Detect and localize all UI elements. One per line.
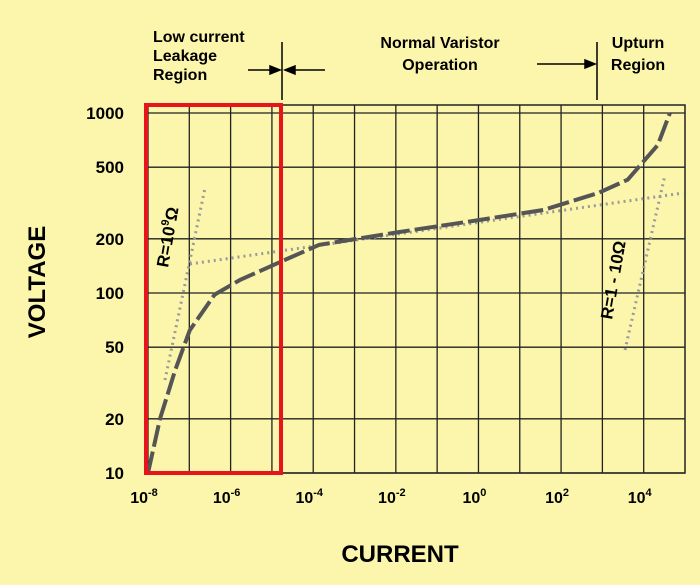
y-tick-label: 50 <box>105 338 124 357</box>
x-axis-label: CURRENT <box>341 541 459 568</box>
y-axis-label: VOLTAGE <box>24 226 51 338</box>
arrow-head <box>269 64 283 76</box>
grid <box>144 104 686 474</box>
x-tick-exponent: 4 <box>646 487 653 499</box>
fit-lines <box>163 174 684 381</box>
x-tick-exponent: 0 <box>480 487 486 499</box>
plot <box>146 112 672 474</box>
x-tick-label: 10-4 <box>295 487 323 507</box>
x-tick-base: 10 <box>628 490 646 507</box>
x-tick-label: 100 <box>463 487 487 507</box>
x-tick-label: 10-2 <box>378 487 406 507</box>
resistance-exponent: 9 <box>159 219 172 227</box>
x-tick-exponent: -4 <box>313 487 324 499</box>
annotation: Operation <box>402 57 478 74</box>
x-tick-base: 10 <box>463 490 481 507</box>
x-tick-label: 10-6 <box>213 487 241 507</box>
resistance-unit: Ω <box>161 205 182 222</box>
fit-line <box>163 187 207 381</box>
region-markers <box>248 42 598 100</box>
highlight-box <box>144 103 283 475</box>
x-tick-base: 10 <box>295 490 313 507</box>
y-tick-label: 200 <box>96 230 124 249</box>
x-tick-base: 10 <box>130 490 148 507</box>
annotation: Normal Varistor <box>380 35 499 52</box>
x-tick-label: 104 <box>628 487 653 507</box>
fit-line <box>189 191 684 266</box>
x-tick-base: 10 <box>213 490 231 507</box>
y-tick-label: 20 <box>105 410 124 429</box>
x-tick-label: 102 <box>545 487 569 507</box>
y-tick-label: 10 <box>105 464 124 483</box>
y-tick-label: 500 <box>96 158 124 177</box>
annotation: Upturn <box>612 35 664 52</box>
data-line <box>146 112 672 474</box>
x-tick-label: 10-8 <box>130 487 158 507</box>
x-tick-exponent: 2 <box>563 487 569 499</box>
annotation: Low current <box>153 29 245 46</box>
x-tick-exponent: -8 <box>148 487 158 499</box>
annotation: Region <box>153 67 207 84</box>
y-tick-label: 1000 <box>86 104 124 123</box>
annotation: Leakage <box>153 48 217 65</box>
arrow-head <box>584 58 598 70</box>
annotation: Region <box>611 57 665 74</box>
y-tick-label: 100 <box>96 284 124 303</box>
x-tick-exponent: -2 <box>396 487 406 499</box>
arrow-head <box>282 64 296 76</box>
x-tick-base: 10 <box>545 490 563 507</box>
x-tick-exponent: -6 <box>231 487 241 499</box>
x-tick-base: 10 <box>378 490 396 507</box>
